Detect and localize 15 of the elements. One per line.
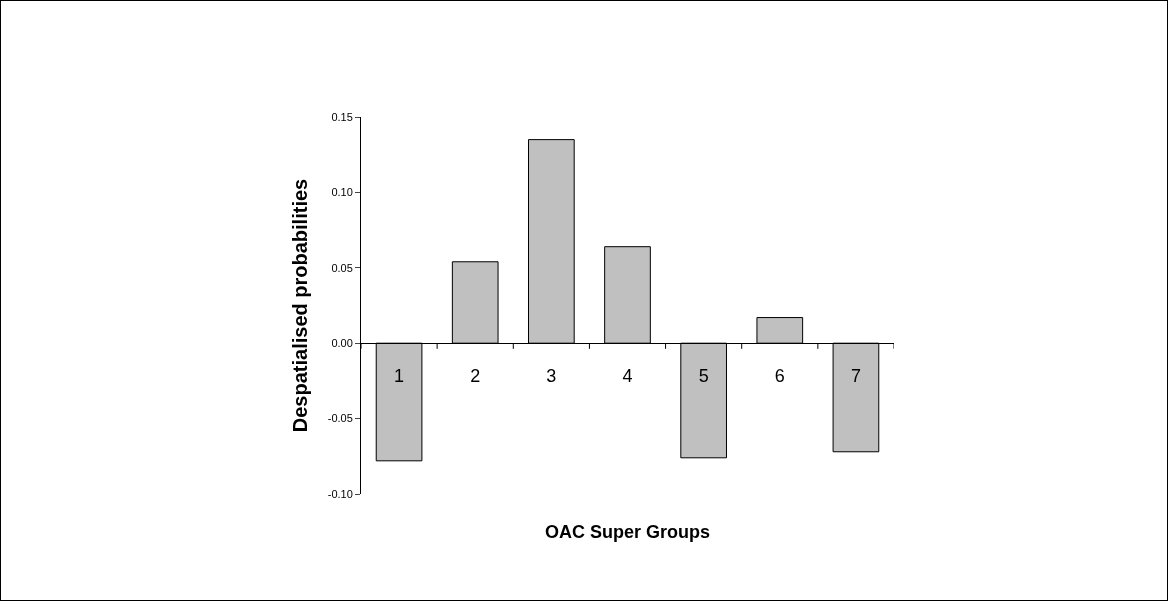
y-tick-label: 0.10 [331,186,353,199]
x-tick-label: 1 [394,365,405,386]
x-tick-label: 6 [774,365,785,386]
x-tick-label: 4 [622,365,633,386]
y-tick-label: 0.00 [331,337,353,350]
y-tick-label: 0.05 [331,261,353,274]
x-axis-title: OAC Super Groups [545,522,711,542]
y-tick-label: -0.10 [327,487,353,500]
y-tick-label: 0.15 [331,110,353,123]
x-tick-label: 7 [850,365,861,386]
y-tick-label: -0.05 [327,412,353,425]
x-tick-label: 3 [546,365,557,386]
x-tick-label: 5 [698,365,709,386]
y-axis-title: Despatialised probabilities [289,178,312,433]
x-tick-label: 2 [470,365,481,386]
